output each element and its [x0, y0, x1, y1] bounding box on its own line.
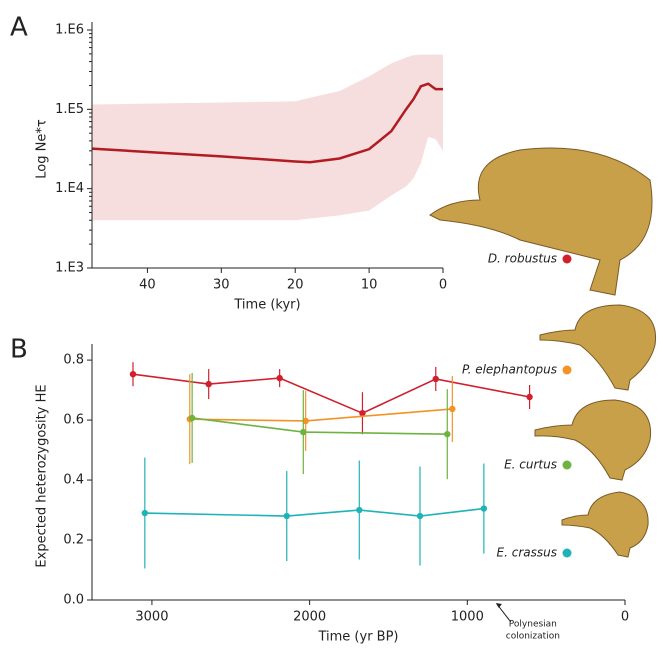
y-tick-label: 1.E6 — [55, 23, 84, 38]
bird-illustrations — [430, 148, 656, 557]
x-tick-label: 20 — [287, 278, 304, 293]
x-tick-label: 30 — [213, 278, 230, 293]
series-line — [145, 509, 484, 516]
x-tick-label: 1000 — [451, 610, 484, 625]
y-tick-label: 0.2 — [63, 533, 84, 548]
x-axis-label: Time (kyr) — [233, 298, 300, 313]
legend-label: P. elephantopus — [462, 363, 557, 377]
panel-label: B — [10, 335, 28, 365]
x-tick-label: 3000 — [135, 610, 168, 625]
x-axis-label: Time (yr BP) — [317, 630, 398, 645]
x-tick-label: 40 — [139, 278, 156, 293]
hpd-band — [92, 55, 443, 221]
legend-label: E. crassus — [497, 546, 557, 560]
data-point — [189, 415, 195, 421]
data-point — [300, 429, 306, 435]
legend-label: E. curtus — [504, 458, 557, 472]
x-tick-label: 0 — [439, 278, 447, 293]
data-point — [142, 510, 148, 516]
data-point — [433, 376, 439, 382]
annotation: Polynesian — [509, 620, 557, 630]
x-tick-label: 10 — [361, 278, 378, 293]
legend-swatch — [563, 255, 572, 264]
data-point — [130, 371, 136, 377]
y-tick-label: 0.6 — [63, 413, 84, 428]
legend-swatch — [563, 549, 572, 558]
arrow-head — [496, 603, 502, 608]
figure: A 1.E3 1.E4 1.E5 1.E6 40 30 20 10 0 Time (kyr) Log … — [0, 0, 660, 652]
data-point — [444, 431, 450, 437]
y-axis-label: Log Ne*τ — [35, 119, 50, 179]
data-point — [449, 406, 455, 412]
legend-label: D. robustus — [488, 252, 557, 266]
data-point — [356, 507, 362, 513]
y-tick-label: 0.4 — [63, 473, 84, 488]
y-axis-label: Expected heterozygosity HE — [35, 384, 50, 567]
y-tick-label: 1.E5 — [55, 102, 84, 117]
data-point — [417, 513, 423, 519]
data-point — [526, 394, 532, 400]
x-tick-label: 2000 — [293, 610, 326, 625]
data-point — [284, 513, 290, 519]
series-line — [190, 409, 453, 421]
x-tick-label: 0 — [621, 610, 629, 625]
legend-swatch — [563, 461, 572, 470]
panel-label: A — [10, 13, 28, 43]
data-point — [481, 505, 487, 511]
data-point — [205, 381, 211, 387]
data-point — [276, 375, 282, 381]
annotation: colonization — [506, 632, 560, 642]
y-tick-label: 0.8 — [63, 353, 84, 368]
y-tick-label: 1.E3 — [55, 261, 84, 276]
y-tick-label: 0.0 — [63, 593, 84, 608]
y-tick-label: 1.E4 — [55, 181, 84, 196]
legend-swatch — [563, 366, 572, 375]
